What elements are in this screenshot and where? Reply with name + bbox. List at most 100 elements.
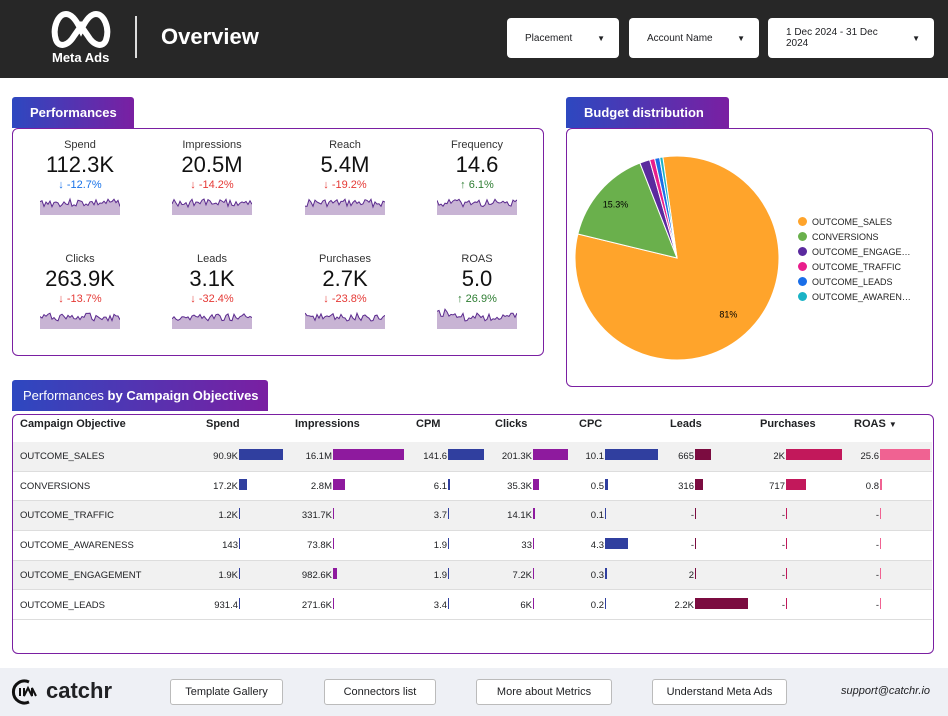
cell-value: 141.6 <box>423 451 447 462</box>
kpi-value: 2.7K <box>322 266 368 291</box>
cell-value: 1.9 <box>433 540 447 552</box>
placement-dropdown[interactable]: Placement ▼ <box>507 18 619 58</box>
cell-bar <box>448 597 449 609</box>
column-header-label: Leads <box>670 418 702 430</box>
dropdown-label: Placement <box>525 32 573 44</box>
legend-label: OUTCOME_LEADS <box>812 276 893 287</box>
kpi-label: Purchases <box>319 253 371 265</box>
kpi-delta: ↓ -32.4% <box>152 293 272 305</box>
kpi-value: 5.0 <box>461 266 493 291</box>
kpi-sparkline <box>305 198 385 215</box>
cell-value: 3.7 <box>433 510 447 522</box>
cell-bar <box>605 538 628 550</box>
cell-bar <box>695 538 696 550</box>
kpi-label: ROAS <box>461 253 493 265</box>
legend-label: CONVERSIONS <box>812 231 879 242</box>
table-row: OUTCOME_LEADS 931.4 271.6K 3.4 6K 0.2 2.2K - - <box>13 590 932 620</box>
cell-bar <box>786 567 787 579</box>
kpi-delta: ↑ 6.1% <box>417 179 537 191</box>
footer <box>0 668 948 716</box>
column-header-impressions[interactable]: Impressions <box>295 418 360 430</box>
cell-bar <box>605 508 606 520</box>
cell-bar <box>605 449 658 460</box>
cell-value: 1.9K <box>218 569 238 581</box>
connectors-list-button[interactable]: Connectors list <box>324 679 436 705</box>
objectives-tab: Performances by Campaign Objectives <box>12 380 268 411</box>
account-name-dropdown[interactable]: Account Name ▼ <box>629 18 759 58</box>
kpi-sparkline <box>437 198 517 215</box>
legend-label: OUTCOME_ENGAGE… <box>812 246 911 257</box>
kpi-delta-value: -12.7% <box>66 179 102 191</box>
arrow-down-icon: ↓ <box>58 293 64 305</box>
legend-item: OUTCOME_AWAREN… <box>798 289 911 304</box>
kpi-value: 5.4M <box>320 152 370 177</box>
objective-name: OUTCOME_TRAFFIC <box>20 510 114 522</box>
column-header-spend[interactable]: Spend <box>206 418 240 430</box>
kpi-reach: Reach 5.4M ↓ -19.2% <box>285 139 405 215</box>
cell-value: 17.2K <box>213 480 238 492</box>
logo-text: Meta Ads <box>52 50 110 65</box>
cell-bar <box>880 538 881 550</box>
understand-meta-ads-button[interactable]: Understand Meta Ads <box>652 679 787 705</box>
cell-value: 143 <box>222 540 238 552</box>
kpi-label: Reach <box>329 139 361 151</box>
kpi-delta: ↓ -13.7% <box>20 293 140 305</box>
kpi-delta: ↓ -12.7% <box>20 179 140 191</box>
column-header-roas[interactable]: ROAS ▼ <box>854 418 897 430</box>
pie-slice-outcome_awaren…[interactable] <box>659 156 678 259</box>
pie-slice-conversions[interactable] <box>577 162 678 259</box>
date-range-dropdown[interactable]: 1 Dec 2024 - 31 Dec 2024 ▼ <box>768 18 934 58</box>
column-header-purchases[interactable]: Purchases <box>760 418 816 430</box>
table-row: OUTCOME_AWARENESS 143 73.8K 1.9 33 4.3 - - - <box>13 531 932 561</box>
cell-value: 33 <box>521 540 532 552</box>
cell-bar <box>333 478 346 490</box>
sort-desc-icon[interactable]: ▼ <box>888 420 897 429</box>
support-email-link[interactable]: support@catchr.io <box>841 685 931 697</box>
cell-bar <box>239 449 283 460</box>
kpi-delta: ↓ -23.8% <box>285 293 405 305</box>
column-header-leads[interactable]: Leads <box>670 418 702 430</box>
column-header-cpm[interactable]: CPM <box>416 418 440 430</box>
cell-value: - <box>781 599 785 611</box>
cell-value: 316 <box>678 480 694 492</box>
column-header-label: ROAS <box>854 418 886 430</box>
cell-value: 2K <box>773 451 785 462</box>
column-header-label: Clicks <box>495 418 528 430</box>
cell-bar <box>239 597 240 609</box>
cell-bar <box>448 538 449 550</box>
kpi-delta-value: -14.2% <box>198 179 234 191</box>
more-about-metrics-button[interactable]: More about Metrics <box>476 679 612 705</box>
cell-bar <box>786 449 842 460</box>
table-row: OUTCOME_TRAFFIC 1.2K 331.7K 3.7 14.1K 0.1 - - - <box>13 501 932 531</box>
cell-value: 717 <box>769 480 785 492</box>
kpi-leads: Leads 3.1K ↓ -32.4% <box>152 253 272 329</box>
catchr-brand: catchr <box>46 678 113 703</box>
cell-bar <box>333 449 404 460</box>
cell-value: - <box>690 540 694 552</box>
cell-bar <box>533 449 568 460</box>
cell-bar <box>333 567 338 579</box>
cell-bar <box>533 508 536 520</box>
column-header-clicks[interactable]: Clicks <box>495 418 527 430</box>
kpi-delta-value: -19.2% <box>331 179 367 191</box>
cell-value: - <box>690 510 694 522</box>
cell-value: 931.4 <box>214 599 238 611</box>
template-gallery-button[interactable]: Template Gallery <box>170 679 283 705</box>
kpi-value: 14.6 <box>455 152 499 177</box>
arrow-down-icon: ↓ <box>323 293 329 305</box>
cell-value: 4.3 <box>590 540 604 552</box>
column-header-cpc[interactable]: CPC <box>579 418 602 430</box>
kpi-label: Clicks <box>65 253 95 265</box>
cell-bar <box>695 478 703 490</box>
cell-value: 6K <box>520 599 532 611</box>
cell-bar <box>239 567 240 579</box>
table-row: OUTCOME_ENGAGEMENT 1.9K 982.6K 1.9 7.2K 0.3 2 -… <box>13 560 932 591</box>
cell-bar <box>786 508 787 520</box>
arrow-up-icon: ↑ <box>457 293 463 305</box>
objective-name: OUTCOME_AWARENESS <box>20 540 134 552</box>
column-header-campaign-objective[interactable]: Campaign Objective <box>20 418 126 430</box>
cell-value: 331.7K <box>301 510 332 522</box>
legend-dot-icon <box>798 277 807 286</box>
cell-bar <box>448 508 449 520</box>
kpi-sparkline <box>40 197 120 215</box>
